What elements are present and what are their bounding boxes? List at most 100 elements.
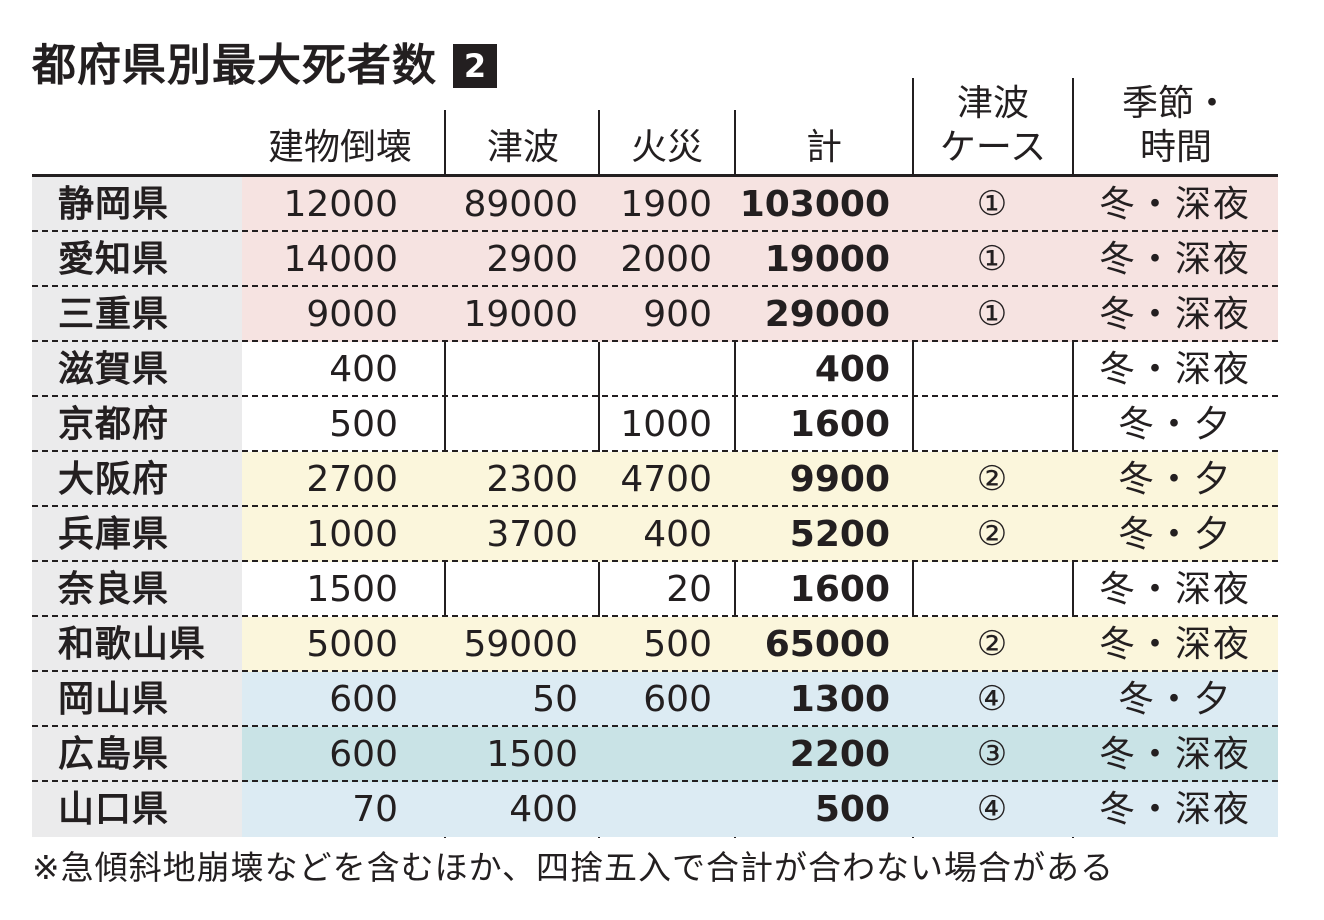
total-cell: 103000: [739, 184, 890, 225]
prefecture-cell: 和歌山県: [58, 624, 207, 665]
row-separator: [32, 615, 1278, 617]
row-band: [242, 232, 1278, 287]
fire-cell: 600: [643, 679, 712, 720]
building-collapse-cell: 400: [329, 349, 398, 390]
tsunami-case-cell: ①: [976, 184, 1008, 224]
season-time-cell: 冬・深夜: [1098, 184, 1251, 225]
header-tsunami-case: 津波 ケース: [914, 78, 1072, 170]
tsunami-cell: 50: [532, 679, 578, 720]
tsunami-case-cell: ④: [976, 789, 1008, 829]
row-separator: [32, 395, 1278, 397]
header-season-line1: 季節・: [1121, 83, 1230, 124]
season-time-cell: 冬・深夜: [1098, 624, 1251, 665]
season-time-cell: 冬・夕: [1117, 459, 1232, 500]
data-table: 静岡県 12000 89000 1900 103000 ① 冬・深夜 愛知県 14000 2900…: [32, 177, 1278, 837]
prefecture-cell: 兵庫県: [58, 514, 170, 555]
building-collapse-cell: 5000: [306, 624, 398, 665]
building-collapse-cell: 70: [352, 789, 398, 830]
prefecture-cell: 岡山県: [58, 679, 170, 720]
total-cell: 1600: [789, 569, 890, 610]
prefecture-cell-bg: [32, 562, 242, 617]
fire-cell: 1900: [620, 184, 712, 225]
header-rule: [32, 174, 1278, 177]
tsunami-cell: [448, 562, 578, 617]
fire-cell: 4700: [620, 459, 712, 500]
row-band: [242, 507, 1278, 562]
season-time-cell: 冬・深夜: [1098, 349, 1251, 390]
fire-cell: 1000: [620, 404, 712, 445]
table-row: 奈良県 1500 20 1600 冬・深夜: [32, 562, 1278, 617]
prefecture-cell-bg: [32, 672, 242, 727]
header-tsunami-case-line1: 津波: [956, 83, 1029, 124]
row-band: [242, 672, 1278, 727]
total-cell: 29000: [764, 294, 890, 335]
building-collapse-cell: 1500: [306, 569, 398, 610]
building-collapse-cell: 600: [329, 679, 398, 720]
header-total: 計: [805, 127, 842, 168]
row-separator: [32, 450, 1278, 452]
title-block: 都府県別最大死者数 2: [32, 44, 497, 88]
total-cell: 1300: [789, 679, 890, 720]
table-row: 岡山県 600 50 600 1300 ④ 冬・夕: [32, 672, 1278, 727]
prefecture-cell-bg: [32, 397, 242, 452]
fire-cell: 2000: [620, 239, 712, 280]
prefecture-cell: 奈良県: [58, 569, 170, 610]
building-collapse-cell: 500: [329, 404, 398, 445]
season-time-cell: 冬・夕: [1117, 679, 1232, 720]
figure-number-badge: 2: [453, 44, 497, 88]
header-fire: 火災: [630, 127, 703, 168]
row-band: [242, 287, 1278, 342]
fire-cell: 900: [643, 294, 712, 335]
tsunami-case-cell: ②: [976, 514, 1008, 554]
table-row: 愛知県 14000 2900 2000 19000 ① 冬・深夜: [32, 232, 1278, 287]
building-collapse-cell: 14000: [283, 239, 398, 280]
row-separator: [32, 560, 1278, 562]
building-collapse-cell: 1000: [306, 514, 398, 555]
table-row: 和歌山県 5000 59000 500 65000 ② 冬・深夜: [32, 617, 1278, 672]
prefecture-cell: 広島県: [58, 734, 170, 775]
row-separator: [32, 285, 1278, 287]
table-row: 大阪府 2700 2300 4700 9900 ② 冬・夕: [32, 452, 1278, 507]
tsunami-cell: 89000: [463, 184, 578, 225]
fire-cell: [600, 342, 712, 397]
total-cell: 5200: [789, 514, 890, 555]
row-separator: [32, 670, 1278, 672]
season-time-cell: 冬・夕: [1117, 514, 1232, 555]
tsunami-case-cell: [912, 397, 1072, 452]
prefecture-cell-bg: [32, 727, 242, 782]
building-collapse-cell: 600: [329, 734, 398, 775]
season-time-cell: 冬・深夜: [1098, 239, 1251, 280]
row-separator: [32, 725, 1278, 727]
page-title: 都府県別最大死者数: [32, 40, 437, 91]
tsunami-case-cell: ③: [976, 734, 1008, 774]
table-row: 静岡県 12000 89000 1900 103000 ① 冬・深夜: [32, 177, 1278, 232]
fire-cell: [600, 782, 712, 837]
fire-cell: 500: [643, 624, 712, 665]
total-cell: 19000: [764, 239, 890, 280]
table-row: 山口県 70 400 500 ④ 冬・深夜: [32, 782, 1278, 837]
header-building: 建物倒壊: [267, 127, 412, 168]
season-time-cell: 冬・夕: [1117, 404, 1232, 445]
tsunami-cell: [448, 397, 578, 452]
building-collapse-cell: 2700: [306, 459, 398, 500]
prefecture-cell: 山口県: [58, 789, 170, 830]
tsunami-case-cell: ①: [976, 239, 1008, 279]
prefecture-cell: 愛知県: [58, 239, 170, 280]
fire-cell: 400: [643, 514, 712, 555]
tsunami-case-cell: ②: [976, 459, 1008, 499]
prefecture-cell: 三重県: [58, 294, 170, 335]
header-season-time: 季節・ 時間: [1074, 78, 1278, 170]
prefecture-cell-bg: [32, 177, 242, 232]
table-row: 滋賀県 400 400 冬・深夜: [32, 342, 1278, 397]
prefecture-cell-bg: [32, 507, 242, 562]
table-row: 京都府 500 1000 1600 冬・夕: [32, 397, 1278, 452]
fire-cell: [600, 727, 712, 782]
table-row: 兵庫県 1000 3700 400 5200 ② 冬・夕: [32, 507, 1278, 562]
tsunami-case-cell: ①: [976, 294, 1008, 334]
total-cell: 400: [814, 349, 890, 390]
tsunami-case-cell: [912, 342, 1072, 397]
row-band: [242, 727, 1278, 782]
tsunami-case-cell: ②: [976, 624, 1008, 664]
tsunami-case-cell: [912, 562, 1072, 617]
tsunami-cell: [448, 342, 578, 397]
